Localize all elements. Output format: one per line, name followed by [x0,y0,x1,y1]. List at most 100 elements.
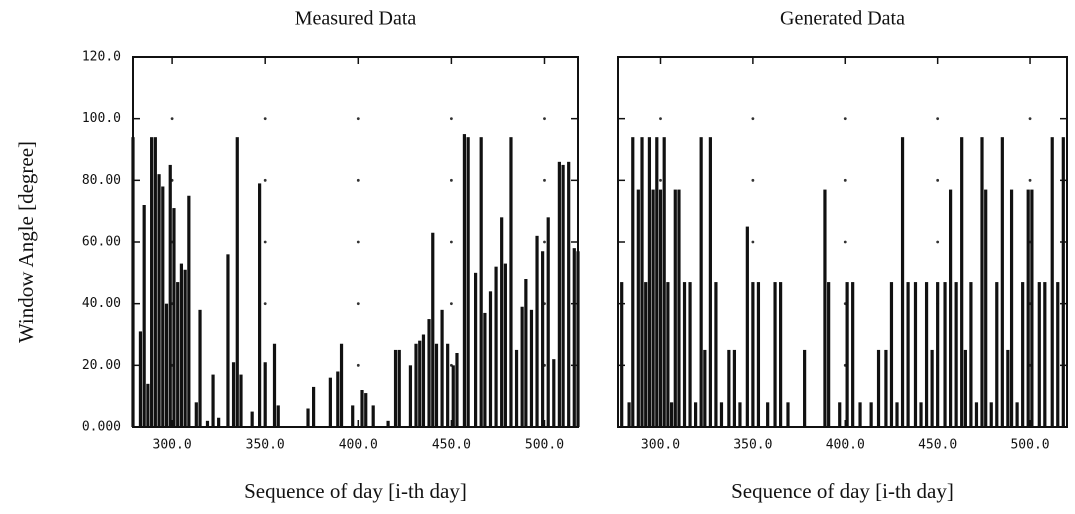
bar [936,282,940,427]
bar [640,137,644,427]
grid-dot [843,117,847,121]
grid-dot [543,117,546,121]
bar [889,282,894,427]
bar [1026,189,1030,427]
bar [179,263,184,427]
bar [786,402,790,427]
y-tick-label: 60.00 [82,235,121,250]
grid-dot [449,117,453,121]
bar [131,137,135,427]
bar [328,377,332,427]
grid-dot [843,178,847,182]
bar [440,309,444,427]
bar [1037,282,1041,427]
bar [414,343,418,427]
bar [473,272,478,427]
bar [930,349,934,427]
grid-dot [751,117,755,121]
grid-dot [936,178,940,182]
grid-dot [843,240,847,244]
y-tick-label: 20.00 [82,358,121,373]
bar [666,282,670,427]
bar [669,402,674,427]
bar [995,282,999,427]
bar [631,137,635,427]
bar [576,251,580,427]
bar [694,402,698,427]
bar [418,340,422,427]
bar [258,183,262,427]
bar [462,134,467,428]
bar [263,362,267,427]
bar [773,282,777,427]
bar [153,137,157,427]
bar [838,402,842,427]
bar [906,282,910,427]
bar [756,282,761,427]
bar [703,349,707,427]
grid-dot [356,363,360,367]
bar [682,282,687,427]
y-tick-label: 40.00 [82,296,121,311]
bar [535,235,539,427]
bar [627,402,631,427]
bar [673,189,677,427]
bar [306,408,310,427]
bar [655,137,659,427]
bar [858,402,862,427]
bar [688,282,692,427]
bar [211,374,215,427]
bar [779,282,783,427]
bar [157,174,161,427]
grid-dot [263,117,267,121]
bar [651,189,655,427]
bar [969,282,973,427]
bar [851,282,855,427]
grid-dot [751,240,755,244]
bar [339,343,344,427]
bar [520,306,524,427]
grid-dot [356,240,360,244]
bar [845,282,849,427]
bar [427,319,431,427]
x-tick-label: 450.0 [432,438,471,453]
bar [924,282,929,427]
bar [312,386,316,427]
bar [494,266,498,427]
bar [434,343,439,427]
bar [146,383,150,427]
bar [194,402,198,427]
chart-title: Measured Data [295,8,417,30]
bar [738,402,742,427]
bar [272,343,277,427]
bar [552,359,556,427]
y-tick-label: 100.0 [82,111,121,126]
bar [714,282,718,427]
bar [217,417,221,427]
bar [1043,282,1047,427]
bar [954,282,958,427]
bar [509,137,513,427]
grid-dot [449,240,453,244]
bar [386,420,390,427]
x-tick-label: 300.0 [641,438,680,453]
bar [989,402,993,427]
bar [421,334,426,427]
bar [408,365,413,427]
bar [699,137,703,427]
x-axis-label: Sequence of day [i-th day] [244,479,467,503]
bar [900,137,905,427]
bar [488,291,493,427]
bar [567,161,571,428]
bar [984,189,988,427]
bar [336,371,340,427]
bar [446,343,450,427]
bar [1056,282,1060,427]
bar [150,137,154,427]
bar [364,393,368,427]
bar [803,349,807,427]
grid-dot [936,240,940,244]
bar [168,164,172,427]
bar [524,279,528,427]
bar [827,282,831,427]
